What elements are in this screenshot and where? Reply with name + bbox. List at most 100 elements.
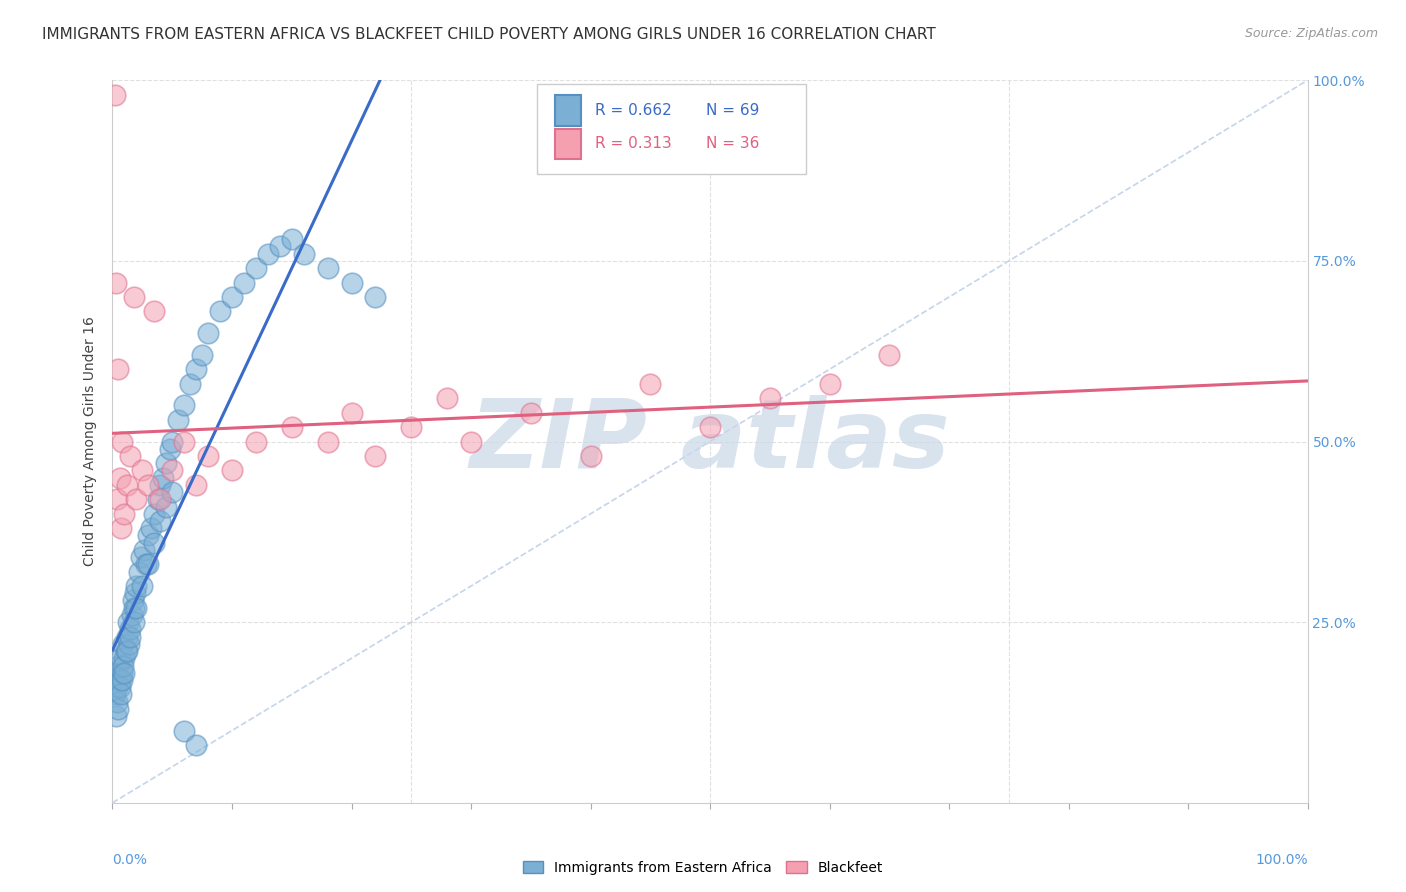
Point <box>245 434 267 449</box>
Y-axis label: Child Poverty Among Girls Under 16: Child Poverty Among Girls Under 16 <box>83 317 97 566</box>
Point <box>292 246 315 260</box>
Text: 0.0%: 0.0% <box>112 854 148 867</box>
Point <box>135 558 157 572</box>
Point <box>155 456 177 470</box>
Point <box>269 239 291 253</box>
Point <box>186 362 208 376</box>
Text: N = 36: N = 36 <box>706 136 759 152</box>
Point <box>125 579 148 593</box>
Point <box>111 673 134 687</box>
Point <box>316 434 339 449</box>
Text: IMMIGRANTS FROM EASTERN AFRICA VS BLACKFEET CHILD POVERTY AMONG GIRLS UNDER 16 C: IMMIGRANTS FROM EASTERN AFRICA VS BLACKF… <box>42 27 936 42</box>
Point <box>115 644 138 658</box>
Point <box>879 348 901 362</box>
Point <box>149 514 172 528</box>
Point <box>221 463 243 477</box>
Point <box>105 276 128 290</box>
Point <box>107 362 129 376</box>
Point <box>108 470 131 484</box>
Point <box>340 276 363 290</box>
Point <box>138 528 160 542</box>
Point <box>197 449 219 463</box>
Point <box>233 276 256 290</box>
Point <box>401 420 423 434</box>
Point <box>640 376 662 391</box>
Point <box>121 593 143 607</box>
Point <box>197 326 219 340</box>
Point <box>104 87 127 102</box>
Legend: Immigrants from Eastern Africa, Blackfeet: Immigrants from Eastern Africa, Blackfee… <box>517 855 889 880</box>
Point <box>118 637 141 651</box>
Point <box>120 623 142 637</box>
Point <box>159 442 181 456</box>
Point <box>104 687 127 701</box>
Point <box>281 232 304 246</box>
Point <box>115 630 138 644</box>
Point <box>699 420 721 434</box>
Point <box>110 521 132 535</box>
Point <box>162 434 183 449</box>
Point <box>105 695 128 709</box>
Point <box>186 738 208 752</box>
Point <box>143 535 166 549</box>
Point <box>364 449 387 463</box>
Point <box>114 665 135 680</box>
Point <box>167 413 190 427</box>
Point <box>191 348 214 362</box>
Point <box>138 478 160 492</box>
Text: ZIP atlas: ZIP atlas <box>470 395 950 488</box>
Point <box>173 434 195 449</box>
Point <box>436 391 458 405</box>
Point <box>105 492 128 507</box>
Point <box>114 507 135 521</box>
Point <box>120 449 142 463</box>
Point <box>122 615 145 630</box>
Point <box>111 665 134 680</box>
Point <box>139 521 162 535</box>
Point <box>138 558 160 572</box>
Point <box>122 290 145 304</box>
Point <box>125 600 148 615</box>
FancyBboxPatch shape <box>554 95 581 126</box>
Point <box>128 565 150 579</box>
FancyBboxPatch shape <box>537 84 806 174</box>
Point <box>114 644 136 658</box>
Point <box>110 687 132 701</box>
FancyBboxPatch shape <box>554 128 581 159</box>
Point <box>125 492 148 507</box>
Point <box>132 542 155 557</box>
Point <box>143 304 166 318</box>
Point <box>257 246 280 260</box>
Text: Source: ZipAtlas.com: Source: ZipAtlas.com <box>1244 27 1378 40</box>
Point <box>149 478 172 492</box>
Point <box>173 398 195 412</box>
Point <box>316 261 339 276</box>
Point <box>120 630 142 644</box>
Text: R = 0.662: R = 0.662 <box>595 103 672 118</box>
Point <box>146 492 169 507</box>
Point <box>759 391 782 405</box>
Point <box>112 658 135 673</box>
Text: N = 69: N = 69 <box>706 103 759 118</box>
Point <box>121 607 143 622</box>
Text: 100.0%: 100.0% <box>1256 854 1308 867</box>
Point <box>162 485 183 500</box>
Point <box>111 434 134 449</box>
Point <box>149 492 172 507</box>
Point <box>108 673 131 687</box>
Point <box>105 680 128 694</box>
Point <box>131 463 153 477</box>
Point <box>173 723 195 738</box>
Point <box>115 478 138 492</box>
Point <box>107 702 129 716</box>
Point <box>105 665 128 680</box>
Point <box>818 376 841 391</box>
Point <box>112 637 135 651</box>
Point <box>152 470 174 484</box>
Point <box>162 463 183 477</box>
Point <box>143 507 166 521</box>
Point <box>114 651 135 665</box>
Point <box>186 478 208 492</box>
Point <box>340 406 363 420</box>
Point <box>155 500 177 514</box>
